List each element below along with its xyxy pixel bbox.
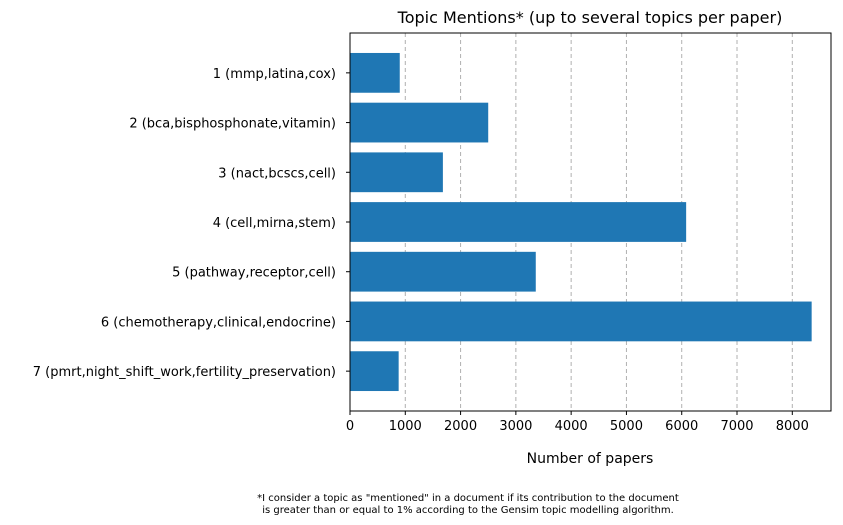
bar-5 [350,251,536,292]
bar-2 [350,102,489,143]
category-label: 4 (cell,mirna,stem) [213,216,336,231]
category-label: 6 (chemotherapy,clinical,endocrine) [101,315,336,330]
y-axis-ticks: 1 (mmp,latina,cox) 2 (bca,bisphosphonate,… [33,67,350,380]
category-label: 1 (mmp,latina,cox) [213,67,336,82]
bar-1 [350,52,400,93]
x-tick-label: 2000 [444,419,477,434]
footnote-line-2: is greater than or equal to 1% according… [262,505,674,516]
x-tick-label: 6000 [665,419,698,434]
bar-6 [350,301,812,342]
x-tick-label: 3000 [499,419,532,434]
category-label: 5 (pathway,receptor,cell) [172,266,336,281]
x-tick-label: 7000 [720,419,753,434]
x-axis-title: Number of papers [527,451,654,467]
footnote-line-1: *I consider a topic as "mentioned" in a … [257,493,679,504]
category-label: 2 (bca,bisphosphonate,vitamin) [129,117,336,132]
x-tick-label: 0 [346,419,354,434]
chart-title: Topic Mentions* (up to several topics pe… [397,8,783,27]
bar-4 [350,202,687,242]
bar-3 [350,152,443,193]
category-label: 7 (pmrt,night_shift_work,fertility_prese… [33,365,336,380]
bar-layer [350,52,812,392]
x-axis-ticks: 0 1000 2000 3000 4000 5000 6000 7000 8000 [346,411,809,434]
x-tick-label: 1000 [389,419,422,434]
x-tick-label: 5000 [610,419,643,434]
x-tick-label: 4000 [555,419,588,434]
x-tick-label: 8000 [776,419,809,434]
bar-7 [350,351,399,392]
category-label: 3 (nact,bcscs,cell) [218,166,336,181]
